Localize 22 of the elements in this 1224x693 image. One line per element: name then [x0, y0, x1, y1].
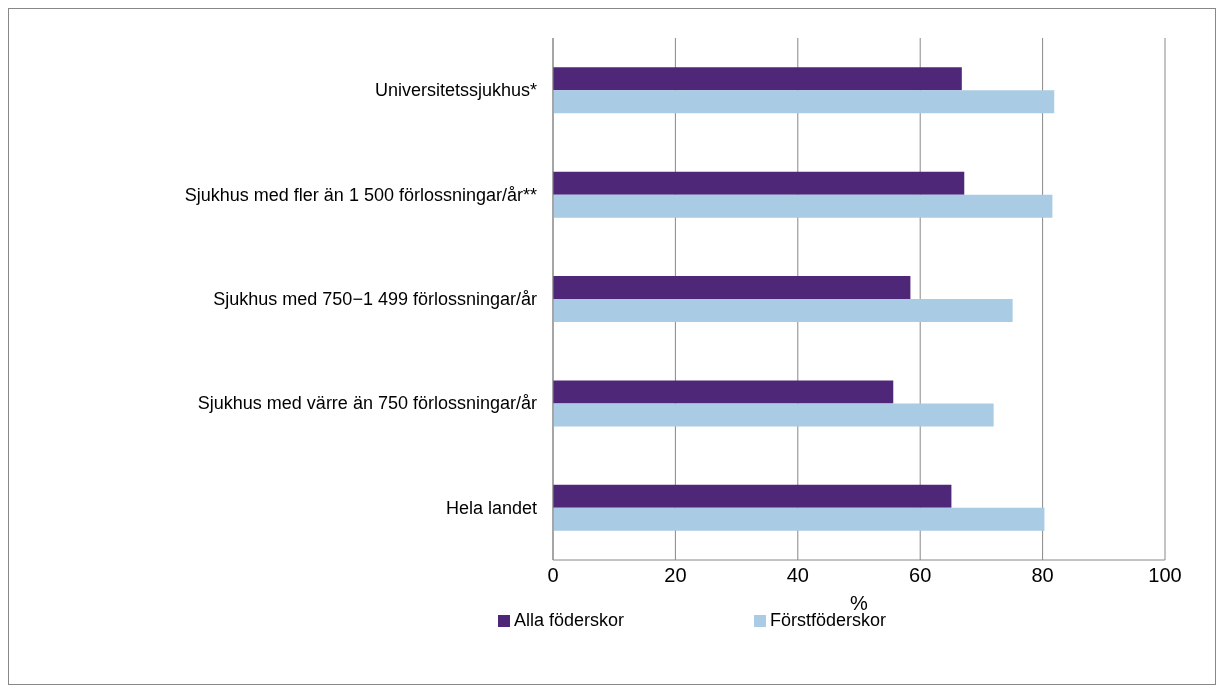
- y-tick-label: Sjukhus med fler än 1 500 förlossningar/år**: [184, 184, 537, 205]
- bar: [553, 171, 965, 195]
- bar: [553, 90, 1055, 114]
- x-tick-label: 80: [1031, 564, 1054, 587]
- x-tick-label: 100: [1148, 564, 1182, 587]
- y-tick-label: Sjukhus med värre än 750 förlossningar/år: [197, 393, 537, 414]
- bar: [553, 67, 962, 91]
- x-tick-label: 40: [786, 564, 809, 587]
- bar: [553, 194, 1053, 218]
- y-tick-label: Hela landet: [445, 497, 537, 518]
- bar: [553, 507, 1045, 531]
- bar: [553, 403, 994, 427]
- bar: [553, 299, 1013, 323]
- bar: [553, 484, 952, 508]
- bar: [553, 380, 894, 404]
- x-tick-label: 0: [547, 564, 559, 587]
- legend-label: Alla föderskor: [512, 610, 624, 631]
- bar: [553, 276, 911, 300]
- y-tick-label: Sjukhus med 750−1 499 förlossningar/år: [213, 289, 537, 309]
- y-tick-label: Universitetssjukhus*: [374, 80, 537, 101]
- x-tick-label: 60: [909, 564, 932, 587]
- x-tick-label: 20: [664, 564, 687, 587]
